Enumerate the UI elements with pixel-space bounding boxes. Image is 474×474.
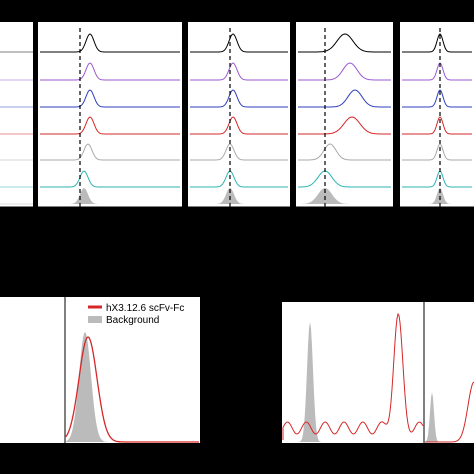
- tick-label: 10⁵: [5, 217, 16, 224]
- histogram: [298, 89, 391, 108]
- histogram: [40, 33, 180, 53]
- histogram: [298, 143, 391, 161]
- panel: [188, 22, 290, 207]
- histogram: [402, 33, 472, 53]
- histogram: [40, 89, 180, 108]
- histogram: [282, 312, 474, 443]
- tick-label: 0: [78, 217, 82, 224]
- sample-line: [65, 336, 199, 443]
- sample-line: [425, 381, 474, 443]
- histogram: [40, 143, 180, 161]
- background-fill: [425, 392, 474, 442]
- histogram: [40, 116, 180, 135]
- panel: [38, 22, 182, 207]
- tick-label: 10³: [337, 217, 348, 224]
- panel: [296, 22, 393, 207]
- background-fill: [283, 322, 330, 442]
- histogram: [402, 143, 472, 161]
- tick-label: 0: [438, 217, 442, 224]
- legend-label: Background: [106, 315, 159, 326]
- histogram: [190, 143, 288, 161]
- histogram: [40, 62, 180, 81]
- legend-swatch: [88, 316, 102, 323]
- histogram: [402, 170, 472, 188]
- histogram: [402, 188, 472, 204]
- histogram: [402, 116, 472, 135]
- legend-label: hX3.12.6 scFv-Fc: [106, 303, 184, 314]
- panel: [400, 22, 474, 207]
- histogram: [298, 170, 391, 188]
- histogram: [65, 332, 199, 443]
- tick-label: 10⁴: [365, 217, 376, 224]
- histogram: [298, 188, 391, 204]
- histogram: [298, 62, 391, 81]
- histogram: [298, 116, 391, 135]
- histogram: [402, 89, 472, 108]
- tick-label: 10³: [107, 217, 118, 224]
- histogram: [402, 62, 472, 81]
- tick-label: 10²: [307, 217, 318, 224]
- histogram: [190, 33, 288, 53]
- histogram: [298, 33, 391, 53]
- tick-label: 0: [228, 217, 232, 224]
- tick-label: 10³: [257, 217, 268, 224]
- background-fill: [66, 332, 199, 442]
- tick-label: 10⁴: [155, 217, 166, 224]
- histogram: [190, 62, 288, 81]
- histogram: [190, 89, 288, 108]
- histogram: [190, 170, 288, 188]
- histogram: [40, 170, 180, 188]
- top-panels: 10⁵ 0 10³ 10⁴ 0 10³ 10² 10³ 10⁴ 0 10³: [0, 22, 474, 224]
- panel: [0, 22, 33, 207]
- histogram: [190, 116, 288, 135]
- tick-label: 10³: [463, 217, 474, 224]
- sample-line: [282, 312, 424, 440]
